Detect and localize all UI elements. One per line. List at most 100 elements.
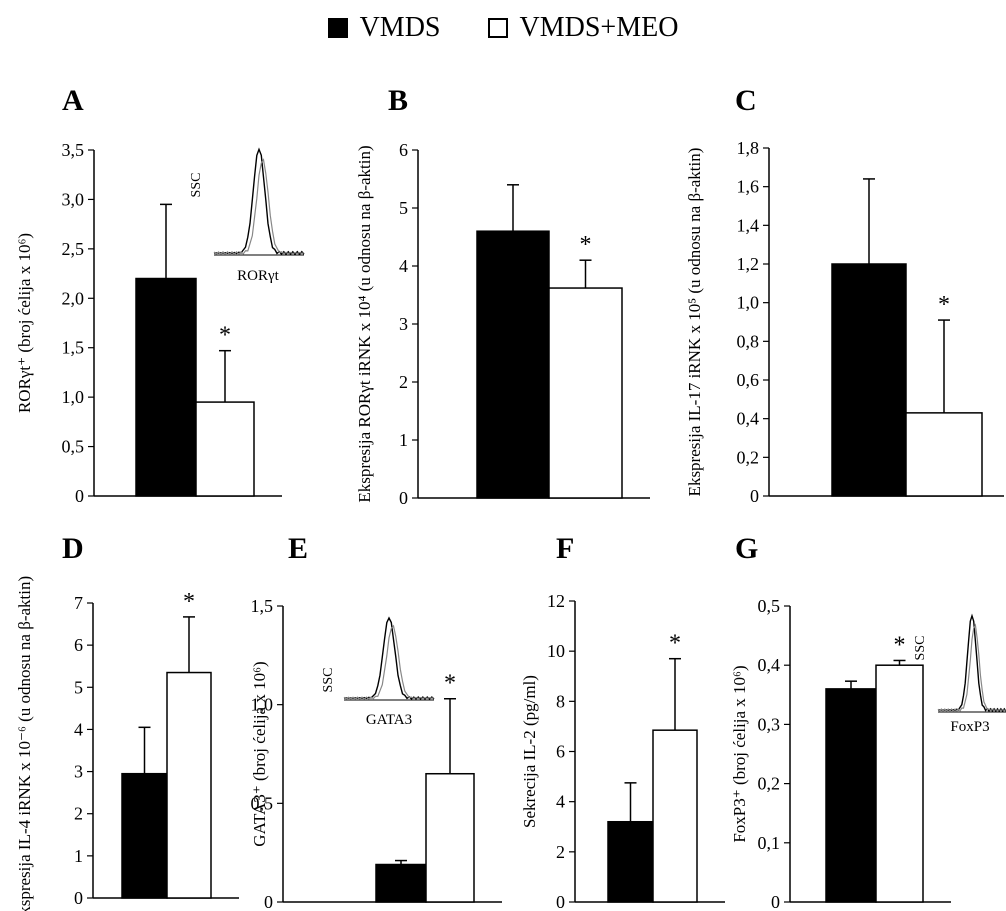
- significance-marker: *: [183, 589, 195, 615]
- bar-vmds-meo: [195, 401, 255, 497]
- y-tick-label: 0,4: [737, 409, 760, 429]
- y-tick-label: 12: [547, 591, 565, 611]
- y-tick-label: 1,0: [62, 387, 85, 407]
- panel-b: B 0 1 2 3 4 5 6 Ekspresija RORγt iRNK x 10⁴ (u o…: [355, 84, 650, 508]
- significance-marker: *: [219, 323, 231, 349]
- y-tick-label: 1,6: [737, 177, 760, 197]
- y-tick-label: 1: [74, 846, 83, 866]
- y-axis-label: Ekspresija IL-17 iRNK x 10⁵ (u odnosu na…: [685, 148, 704, 497]
- y-tick-label: 0,3: [758, 714, 781, 734]
- legend-swatch-vmds-meo: [487, 18, 508, 38]
- panel-letter: F: [556, 532, 574, 565]
- bar-vmds: [831, 263, 907, 497]
- y-tick-label: 0,2: [758, 774, 781, 794]
- y-tick-label: 4: [74, 719, 83, 739]
- bar-vmds-meo: [875, 664, 924, 903]
- panel-f: F 0 2 4 6 8 10 12 Sekrecija IL-2 (pg/ml) *: [520, 532, 725, 911]
- panel-g: G 0 0,1 0,2 0,3 0,4 0,5 FoxP3⁺ (broj ćelija x 1…: [730, 532, 1006, 911]
- legend-item-vmds: VMDS: [327, 12, 441, 44]
- y-tick-label: 0,4: [758, 655, 781, 675]
- y-tick-label: 10: [547, 641, 565, 661]
- legend-label-vmds-meo: VMDS+MEO: [519, 12, 679, 43]
- panel-letter: G: [735, 532, 758, 565]
- inset-y-label: SSC: [913, 636, 928, 661]
- y-tick-label: 5: [399, 198, 408, 218]
- bar-vmds-meo: [652, 729, 698, 903]
- y-tick-label: 1: [399, 430, 408, 450]
- y-tick-label: 1,5: [251, 596, 274, 616]
- significance-marker: *: [444, 671, 456, 697]
- y-tick-label: 3,0: [62, 189, 85, 209]
- y-tick-label: 1,2: [737, 254, 760, 274]
- panel-a: A 0 0,5 1,0 1,5 2,0 2,5 3,0 3,5 RORγt⁺ (broj ćeli…: [15, 84, 305, 506]
- y-tick-label: 6: [556, 742, 565, 762]
- panel-letter: A: [62, 84, 84, 117]
- significance-marker: *: [894, 632, 906, 658]
- y-axis-label: Sekrecija IL-2 (pg/ml): [520, 675, 539, 828]
- y-tick-label: 0,5: [251, 793, 274, 813]
- inset-histogram-dark: [938, 613, 1006, 713]
- y-tick-label: 0,5: [758, 596, 781, 616]
- y-tick-label: 4: [399, 256, 408, 276]
- panel-letter: E: [288, 532, 308, 565]
- y-tick-label: 1,5: [62, 338, 85, 358]
- y-axis-label: FoxP3⁺ (broj ćelija x 10⁶): [730, 665, 749, 842]
- panel-letter: D: [62, 532, 84, 565]
- panel-e: E 0 0,5 1,0 1,5 GATA3⁺ (broj ćelija x 10⁶) * GA…: [250, 532, 502, 911]
- y-tick-label: 0,1: [758, 833, 781, 853]
- y-tick-label: 0: [750, 486, 759, 506]
- y-tick-label: 0,5: [62, 437, 85, 457]
- y-tick-label: 2: [556, 842, 565, 862]
- y-tick-label: 2: [74, 804, 83, 824]
- y-axis-label: GATA3⁺ (broj ćelija x 10⁶): [250, 661, 269, 846]
- y-tick-label: 3: [74, 762, 83, 782]
- significance-marker: *: [669, 631, 681, 657]
- y-axis-label: Ekspresija RORγt iRNK x 10⁴ (u odnosu na…: [355, 145, 374, 502]
- y-axis-label: Ekspresija IL-4 iRNK x 10⁻⁶ (u odnosu na…: [15, 576, 34, 911]
- y-tick-label: 0: [771, 892, 780, 911]
- inset-x-label: GATA3: [366, 712, 412, 728]
- inset-x-label: FoxP3: [950, 719, 989, 735]
- y-tick-label: 2,5: [62, 239, 85, 259]
- y-tick-label: 2,0: [62, 288, 85, 308]
- legend-label-vmds: VMDS: [359, 12, 441, 43]
- panel-c: C 0 0,2 0,4 0,6 0,8 1,0 1,2 1,4 1,6 1,8 Ekspresija …: [685, 84, 1004, 506]
- inset-histogram-light: [343, 624, 435, 700]
- flow-inset: RORγt SSC: [189, 147, 305, 284]
- inset-y-label: SSC: [321, 668, 336, 693]
- y-tick-label: 0: [74, 888, 83, 908]
- y-tick-label: 8: [556, 691, 565, 711]
- significance-marker: *: [938, 292, 950, 318]
- y-tick-label: 1,0: [737, 293, 760, 313]
- y-tick-label: 1,0: [251, 695, 274, 715]
- y-tick-label: 6: [399, 140, 408, 160]
- bar-vmds: [607, 820, 654, 903]
- y-tick-label: 0,8: [737, 331, 760, 351]
- legend-swatch-vmds: [327, 18, 348, 38]
- inset-x-label: RORγt: [237, 268, 279, 284]
- legend-item-vmds-meo: VMDS+MEO: [487, 12, 679, 44]
- panel-letter: B: [388, 84, 408, 117]
- y-tick-label: 0: [75, 486, 84, 506]
- bar-vmds: [121, 772, 168, 899]
- y-tick-label: 0,6: [737, 370, 760, 390]
- bar-vmds-meo: [166, 671, 212, 899]
- panel-d: D 0 1 2 3 4 5 6 7 Ekspresija IL-4 iRNK x 10⁻⁶ (u …: [15, 532, 239, 911]
- bar-vmds-meo: [425, 772, 475, 903]
- y-tick-label: 1,4: [737, 215, 760, 235]
- flow-inset: GATA3 SSC: [321, 616, 435, 728]
- bar-vmds: [135, 277, 197, 497]
- bar-vmds: [825, 688, 877, 903]
- legend: VMDS VMDS+MEO: [0, 12, 1006, 46]
- inset-y-label: SSC: [189, 173, 204, 198]
- y-tick-label: 0: [264, 892, 273, 911]
- inset-histogram-light: [213, 158, 305, 255]
- y-tick-label: 4: [556, 792, 565, 812]
- y-tick-label: 6: [74, 635, 83, 655]
- y-tick-label: 3: [399, 314, 408, 334]
- inset-histogram-light: [937, 623, 1006, 712]
- bar-vmds-meo: [548, 287, 623, 499]
- inset-histogram-dark: [344, 616, 435, 700]
- panel-letter: C: [735, 84, 757, 117]
